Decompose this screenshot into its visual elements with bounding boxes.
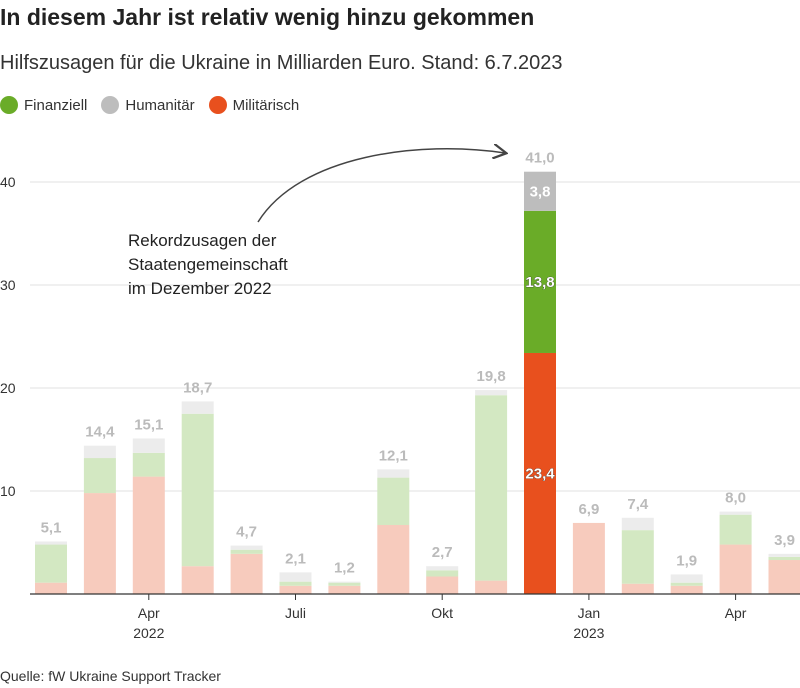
bar-segment-militaerisch	[181, 566, 214, 594]
legend-item-humanitaer: Humanitär	[101, 96, 195, 114]
bar-segment-militaerisch	[426, 576, 459, 594]
bar-segment-finanziell	[719, 514, 752, 545]
bar-segment-militaerisch	[572, 522, 605, 594]
bar-segment-militaerisch	[132, 476, 165, 594]
annotation-line-2: Staatengemeinschaft	[128, 255, 288, 274]
bar-segment-militaerisch	[83, 493, 116, 594]
x-tick-label: Okt	[431, 605, 453, 621]
legend-dot-humanitaer	[101, 96, 120, 114]
bar-segment-humanitaer	[768, 553, 800, 557]
segment-label: 13,8	[525, 274, 554, 291]
bar-segment-finanziell	[132, 452, 165, 477]
bar-segment-humanitaer	[475, 390, 508, 396]
bar-segment-finanziell	[524, 210, 556, 353]
bar-segment-humanitaer	[670, 574, 703, 583]
total-label: 2,1	[285, 550, 306, 567]
y-tick-label: 40	[0, 174, 16, 190]
y-tick-label: 20	[0, 380, 16, 396]
x-tick-year-label: 2023	[573, 625, 604, 641]
total-label: 12,1	[379, 447, 408, 464]
legend: Finanziell Humanitär Militärisch	[0, 96, 299, 114]
segment-label: 3,8	[530, 183, 551, 200]
bar-segment-humanitaer	[328, 581, 361, 583]
bar-segment-humanitaer	[377, 469, 410, 478]
bar-segment-militaerisch	[230, 553, 263, 594]
y-tick-label: 10	[0, 483, 16, 499]
bar-segment-finanziell	[475, 395, 508, 581]
total-label: 19,8	[476, 368, 505, 385]
bar-segment-humanitaer	[132, 438, 165, 453]
bar-segment-humanitaer	[524, 171, 556, 211]
total-label: 18,7	[183, 379, 212, 396]
bars	[35, 171, 800, 594]
x-tick-year-label: 2022	[133, 625, 164, 641]
bar-segment-humanitaer	[181, 401, 214, 414]
total-label: 41,0	[525, 150, 554, 167]
chart-title: In diesem Jahr ist relativ wenig hinzu g…	[0, 4, 535, 30]
total-label: 8,0	[725, 490, 746, 507]
bar-segment-militaerisch	[475, 580, 508, 594]
bar-segment-finanziell	[328, 582, 361, 586]
bar-segment-finanziell	[83, 458, 116, 494]
total-label: 7,4	[627, 496, 649, 513]
bar-segment-finanziell	[426, 570, 459, 577]
bar-segment-humanitaer	[719, 511, 752, 515]
total-label: 6,9	[578, 501, 599, 518]
chart-subtitle: Hilfszusagen für die Ukraine in Milliard…	[0, 52, 563, 74]
legend-label-finanziell: Finanziell	[24, 96, 88, 114]
bar-segment-finanziell	[621, 530, 654, 584]
x-tick-label: Apr	[725, 605, 747, 621]
bar-segment-finanziell	[181, 413, 214, 567]
bar-segment-finanziell	[230, 549, 263, 554]
total-label: 15,1	[134, 416, 163, 433]
legend-dot-militaerisch	[208, 96, 227, 114]
bar-segment-militaerisch	[719, 544, 752, 594]
bar-segment-militaerisch	[377, 524, 410, 594]
bar-segment-finanziell	[35, 544, 67, 583]
bar-segment-militaerisch	[328, 585, 361, 594]
bar-segment-humanitaer	[35, 541, 67, 545]
bar-segment-militaerisch	[768, 560, 800, 594]
legend-item-finanziell: Finanziell	[0, 96, 87, 114]
bar-segment-humanitaer	[83, 445, 116, 459]
segment-label: 23,4	[525, 465, 555, 482]
bar-segment-finanziell	[279, 581, 312, 586]
legend-item-militaerisch: Militärisch	[208, 96, 300, 114]
total-label: 2,7	[432, 544, 453, 561]
total-label: 4,7	[236, 524, 257, 541]
bar-segment-militaerisch	[524, 352, 556, 594]
annotation-arrow	[257, 149, 505, 223]
bar-segment-militaerisch	[279, 585, 312, 594]
annotation-line-3: im Dezember 2022	[128, 279, 272, 298]
bar-segment-militaerisch	[35, 582, 67, 594]
total-label: 1,2	[334, 560, 355, 577]
x-tick-label: Jan	[578, 605, 601, 621]
total-label: 14,4	[85, 424, 115, 441]
bar-segment-humanitaer	[621, 517, 654, 531]
y-tick-label: 30	[0, 277, 16, 293]
total-label: 1,9	[676, 552, 697, 569]
bar-segment-finanziell	[768, 556, 800, 561]
bar-segment-militaerisch	[670, 585, 703, 594]
x-tick-label: Apr	[138, 605, 160, 621]
annotation-line-1: Rekordzusagen der	[128, 231, 277, 250]
total-label: 3,9	[774, 532, 795, 549]
legend-label-militaerisch: Militärisch	[232, 96, 300, 114]
bar-segment-finanziell	[377, 477, 410, 525]
bar-segment-humanitaer	[426, 566, 459, 571]
axes: 10 20 30 40 Apr 2022 Juli Okt Jan 2023 Apr	[0, 174, 800, 641]
legend-label-humanitaer: Humanitär	[125, 96, 195, 114]
bar-segment-finanziell	[670, 582, 703, 586]
source-note: Quelle: fW Ukraine Support Tracker	[0, 668, 221, 684]
total-label: 5,1	[41, 519, 62, 536]
legend-dot-finanziell	[0, 96, 18, 114]
bar-segment-humanitaer	[230, 545, 263, 550]
bar-segment-humanitaer	[279, 572, 312, 582]
x-tick-label: Juli	[285, 605, 306, 621]
bar-segment-militaerisch	[621, 583, 654, 594]
annotation: Rekordzusagen der Staatengemeinschaft im…	[128, 149, 505, 298]
value-labels: 5,1 14,4 15,1 18,7 4,7 2,1 1,2 12,1 2,7 19,8 23,4 1…	[41, 150, 795, 577]
